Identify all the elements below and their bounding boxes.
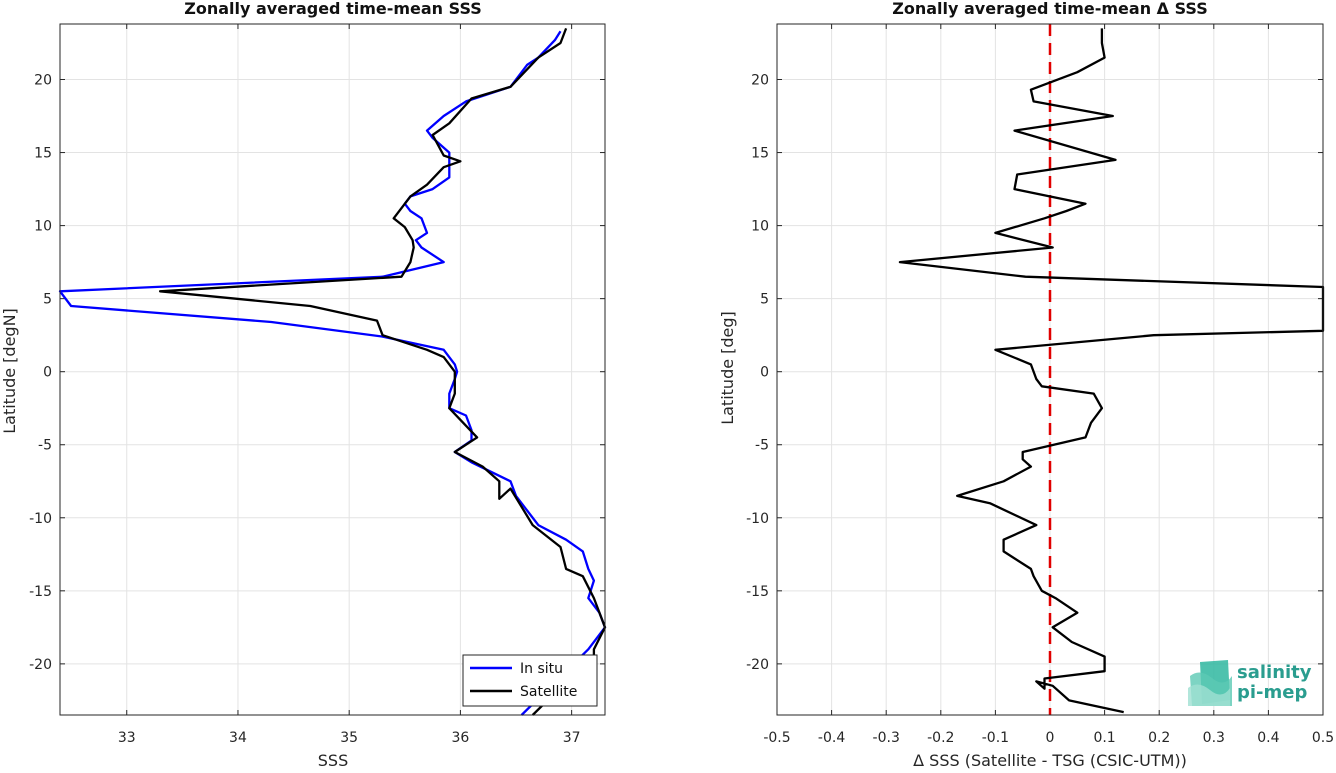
y-tick-label: -15 bbox=[29, 584, 52, 600]
right-axes-frame bbox=[776, 23, 1324, 716]
y-tick-label: -15 bbox=[746, 584, 769, 600]
y-tick-label: 20 bbox=[34, 73, 52, 89]
left-ticks: 33 34 35 36 37 -20 -15 -10 -5 0 5 10 15 20 bbox=[29, 24, 605, 746]
x-tick-label: -0.4 bbox=[818, 730, 845, 746]
left-x-axis-label: SSS bbox=[318, 751, 348, 769]
left-series bbox=[58, 27, 607, 716]
x-tick-label: 0.5 bbox=[1312, 730, 1334, 746]
x-tick-label: -0.5 bbox=[763, 730, 790, 746]
x-tick-label: -0.3 bbox=[873, 730, 900, 746]
series-line-delta-sss bbox=[898, 28, 1325, 714]
series-line-satellite bbox=[158, 27, 607, 716]
y-tick-label: -10 bbox=[746, 511, 769, 527]
x-tick-label: 0.1 bbox=[1093, 730, 1115, 746]
y-tick-label: 10 bbox=[34, 219, 52, 235]
left-chart-title: Zonally averaged time-mean SSS bbox=[184, 0, 482, 18]
left-y-axis-label: Latitude [degN] bbox=[0, 308, 19, 434]
left-grid bbox=[60, 24, 605, 715]
x-tick-label: 36 bbox=[451, 730, 469, 746]
y-tick-label: -5 bbox=[38, 438, 52, 454]
x-tick-label: -0.1 bbox=[982, 730, 1009, 746]
right-y-axis-label: Latitude [deg] bbox=[718, 311, 737, 425]
right-ticks: -0.5 -0.4 -0.3 -0.2 -0.1 0 0.1 0.2 0.3 0.4 0.5 -20 -… bbox=[746, 24, 1334, 746]
legend-label-in-situ: In situ bbox=[520, 661, 563, 677]
right-series bbox=[898, 28, 1325, 714]
left-axes-frame bbox=[59, 23, 606, 716]
x-tick-label: -0.2 bbox=[927, 730, 954, 746]
x-tick-label: 33 bbox=[118, 730, 136, 746]
y-tick-label: 0 bbox=[43, 365, 52, 381]
right-x-axis-label: Δ SSS (Satellite - TSG (CSIC-UTM)) bbox=[913, 751, 1187, 769]
y-tick-label: 10 bbox=[751, 219, 769, 235]
y-tick-label: -5 bbox=[755, 438, 769, 454]
x-tick-label: 0 bbox=[1046, 730, 1055, 746]
x-tick-label: 37 bbox=[563, 730, 581, 746]
y-tick-label: -20 bbox=[746, 657, 769, 673]
x-tick-label: 0.4 bbox=[1257, 730, 1279, 746]
right-panel: Zonally averaged time-mean Δ SSS Δ SSS (… bbox=[718, 0, 1334, 770]
logo-text-salinity: salinity bbox=[1237, 662, 1312, 683]
y-tick-label: -10 bbox=[29, 511, 52, 527]
series-line-in-situ bbox=[58, 30, 607, 716]
y-tick-label: 5 bbox=[760, 292, 769, 308]
legend-box bbox=[462, 654, 598, 707]
right-chart-title: Zonally averaged time-mean Δ SSS bbox=[892, 0, 1208, 18]
y-tick-label: 15 bbox=[34, 146, 52, 162]
legend-label-satellite: Satellite bbox=[520, 684, 577, 700]
wave-icon bbox=[1188, 660, 1232, 706]
x-tick-label: 34 bbox=[229, 730, 247, 746]
y-tick-label: 20 bbox=[751, 73, 769, 89]
y-tick-label: 0 bbox=[760, 365, 769, 381]
y-tick-label: -20 bbox=[29, 657, 52, 673]
left-panel: Zonally averaged time-mean SSS SSS Latit… bbox=[0, 0, 607, 770]
salinity-pi-mep-logo: salinity pi-mep bbox=[1188, 660, 1312, 706]
y-tick-label: 5 bbox=[43, 292, 52, 308]
x-tick-label: 35 bbox=[340, 730, 358, 746]
y-tick-label: 15 bbox=[751, 146, 769, 162]
logo-text-pi-mep: pi-mep bbox=[1237, 682, 1307, 703]
x-tick-label: 0.3 bbox=[1203, 730, 1225, 746]
x-tick-label: 0.2 bbox=[1148, 730, 1170, 746]
legend: In situ Satellite bbox=[462, 654, 598, 707]
